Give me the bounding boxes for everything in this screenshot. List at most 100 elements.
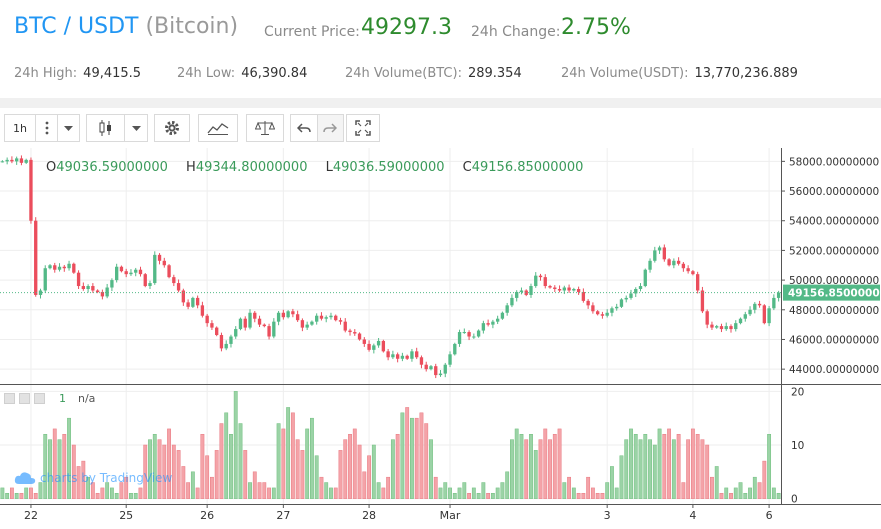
volume-bar	[14, 493, 19, 499]
volume-bar	[243, 450, 248, 499]
eye-icon[interactable]	[4, 393, 15, 404]
volume-tick-label: 10	[791, 440, 804, 452]
candle-body	[457, 332, 462, 344]
candle-body	[462, 332, 466, 334]
candle-body	[224, 343, 228, 349]
fullscreen-icon	[355, 120, 371, 136]
volume-bar	[5, 493, 10, 499]
candle-body	[657, 247, 662, 251]
volume-bar	[676, 434, 681, 499]
volume-bar	[143, 444, 148, 499]
current-price-label: Current Price:	[264, 24, 360, 40]
candle-body	[110, 280, 114, 288]
time-tick-label: 25	[119, 509, 133, 522]
candle-body	[486, 323, 490, 325]
volume-bars	[0, 391, 781, 499]
candle-body	[0, 161, 5, 163]
fullscreen-button[interactable]	[346, 114, 380, 142]
dropdown-icon[interactable]	[57, 115, 79, 141]
volume-bar	[429, 439, 433, 499]
candle-body	[95, 290, 100, 292]
volume-bar	[290, 412, 295, 499]
volume-bar	[405, 407, 410, 499]
candle-body	[5, 159, 9, 162]
volume-bar	[638, 439, 643, 499]
more-vertical-icon[interactable]	[35, 115, 57, 141]
candle-body	[343, 321, 347, 331]
volume-bar	[262, 482, 267, 499]
volume-bar	[481, 482, 486, 499]
volume-bar	[571, 487, 576, 499]
volume-bar	[529, 434, 533, 499]
close-icon[interactable]	[34, 393, 45, 404]
volume-bar	[633, 434, 638, 499]
candle-body	[243, 318, 247, 328]
candle-body	[691, 271, 695, 275]
gear-icon[interactable]	[19, 393, 30, 404]
candle-body	[610, 308, 614, 313]
volume-bar	[157, 439, 162, 499]
candle-body	[67, 263, 71, 269]
volume-bar	[133, 493, 138, 499]
candle-body	[167, 265, 171, 278]
volume-bar	[776, 493, 781, 499]
indicators-button[interactable]	[198, 114, 238, 142]
candle-body	[515, 291, 519, 298]
candle-body	[24, 159, 28, 163]
candle-body	[376, 340, 381, 346]
dropdown-icon[interactable]	[124, 115, 147, 141]
volume-bar	[43, 434, 48, 499]
volume-bar	[71, 444, 76, 499]
volume-bar	[476, 493, 481, 499]
compare-button[interactable]	[246, 114, 284, 142]
redo-icon[interactable]	[316, 115, 343, 141]
candle-body	[467, 332, 471, 337]
chart-toolbar: 1h	[0, 108, 881, 148]
candle-body	[338, 320, 343, 322]
tradingview-watermark[interactable]: charts by TradingView	[14, 471, 172, 485]
high-label: H	[186, 160, 196, 175]
candle-body	[253, 312, 257, 319]
volume-bar	[152, 434, 157, 499]
price-tick-label: 58000.00000000	[789, 156, 879, 168]
volume-bar	[314, 455, 319, 499]
candlestick-chart[interactable]: 44000.00000000 46000.00000000 48000.000000…	[0, 148, 881, 529]
volume-bar	[681, 482, 686, 499]
volume-bar	[81, 460, 86, 499]
volume-bar	[724, 487, 729, 499]
volume-bar	[605, 482, 610, 499]
candle-body	[715, 326, 719, 328]
undo-icon[interactable]	[291, 115, 317, 141]
volume-bar	[471, 487, 476, 499]
candle-body	[595, 311, 600, 315]
interval-button[interactable]: 1h	[13, 121, 27, 135]
volume-bar	[24, 487, 29, 499]
candle-body	[519, 290, 524, 292]
price-tick-label: 52000.00000000	[789, 245, 879, 257]
volume-bar	[600, 493, 605, 499]
candle-body	[176, 283, 181, 291]
volume-bar	[629, 428, 633, 499]
settings-button[interactable]	[154, 114, 190, 142]
stat-value: 289.354	[467, 66, 522, 81]
volume-bar	[357, 444, 362, 499]
candle-body	[310, 321, 314, 325]
candle-body	[381, 340, 386, 352]
volume-bar	[576, 493, 581, 499]
ohlc-legend: O49036.59000000 H49344.80000000 L49036.5…	[46, 160, 597, 175]
candle-body	[562, 287, 566, 291]
candle-body	[705, 311, 709, 325]
candle-body	[748, 309, 752, 315]
candle-body	[186, 302, 190, 307]
candle-body	[710, 324, 714, 328]
candle-body	[729, 326, 733, 330]
candles-icon[interactable]	[87, 115, 124, 141]
watermark-text: charts by TradingView	[40, 471, 173, 485]
candle-body	[324, 317, 328, 319]
candle-body	[329, 315, 333, 318]
volume-bar	[200, 434, 205, 499]
volume-bar	[281, 428, 286, 499]
volume-bar	[767, 434, 772, 499]
candle-body	[572, 289, 576, 291]
candle-body	[538, 275, 543, 278]
